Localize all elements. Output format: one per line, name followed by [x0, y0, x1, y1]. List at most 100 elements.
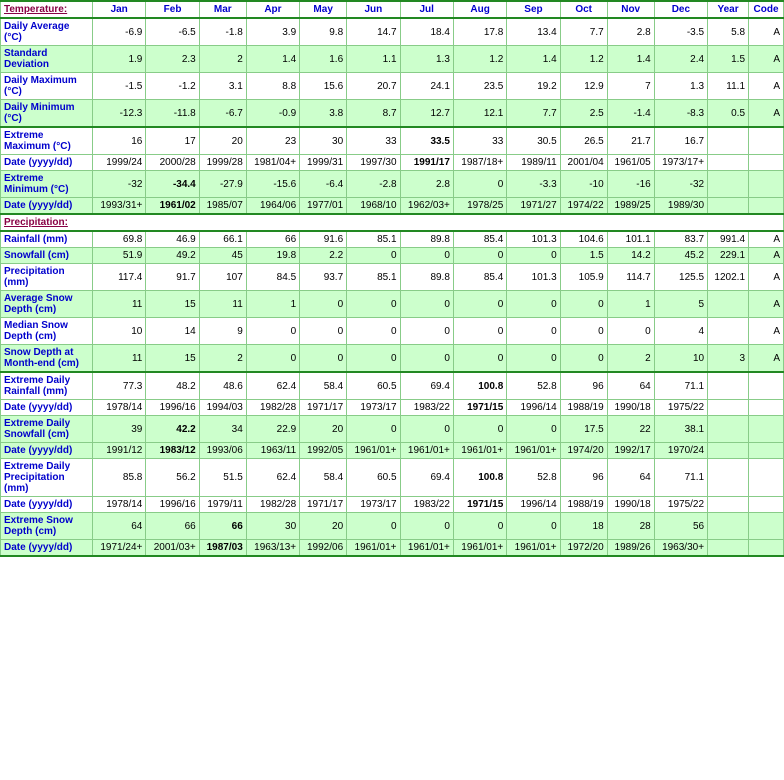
cell: 1999/31: [300, 155, 347, 171]
cell: 1996/16: [146, 400, 199, 416]
cell: 1989/25: [607, 198, 654, 215]
cell: 1964/06: [246, 198, 299, 215]
cell: [708, 400, 749, 416]
col-header-code: Code: [749, 1, 784, 18]
cell: 1993/31+: [93, 198, 146, 215]
cell: -1.5: [93, 73, 146, 100]
cell: [708, 497, 749, 513]
cell: 1974/20: [560, 443, 607, 459]
data-row: Daily Maximum (°C)-1.5-1.23.18.815.620.7…: [1, 73, 784, 100]
cell: [708, 318, 749, 345]
cell: [749, 540, 784, 557]
cell: [749, 443, 784, 459]
data-row: Date (yyyy/dd)1978/141996/161994/031982/…: [1, 400, 784, 416]
cell: 1987/03: [199, 540, 246, 557]
cell: 0: [300, 318, 347, 345]
data-row: Date (yyyy/dd)1993/31+1961/021985/071964…: [1, 198, 784, 215]
row-label: Median Snow Depth (cm): [1, 318, 93, 345]
cell: 1202.1: [708, 264, 749, 291]
cell: 1961/01+: [507, 443, 560, 459]
cell: 101.3: [507, 231, 560, 248]
cell: 33: [453, 127, 506, 155]
cell: [749, 198, 784, 215]
cell: 1978/14: [93, 497, 146, 513]
cell: 20.7: [347, 73, 400, 100]
cell: 1975/22: [654, 497, 707, 513]
cell: 1.3: [654, 73, 707, 100]
cell: 51.5: [199, 459, 246, 497]
data-row: Date (yyyy/dd)1978/141996/161979/111982/…: [1, 497, 784, 513]
cell: 49.2: [146, 248, 199, 264]
cell: 34: [199, 416, 246, 443]
cell: 1989/30: [654, 198, 707, 215]
cell: 1972/20: [560, 540, 607, 557]
cell: 1992/17: [607, 443, 654, 459]
cell: 66: [246, 231, 299, 248]
cell: 1996/14: [507, 497, 560, 513]
row-label: Rainfall (mm): [1, 231, 93, 248]
cell: 18: [560, 513, 607, 540]
cell: 1961/02: [146, 198, 199, 215]
cell: 7.7: [507, 100, 560, 128]
cell: 1983/22: [400, 497, 453, 513]
data-row: Extreme Daily Precipitation (mm)85.856.2…: [1, 459, 784, 497]
cell: 0: [560, 291, 607, 318]
cell: 0: [560, 345, 607, 373]
cell: -1.2: [146, 73, 199, 100]
cell: [749, 155, 784, 171]
row-label: Date (yyyy/dd): [1, 400, 93, 416]
cell: 8.8: [246, 73, 299, 100]
data-row: Extreme Minimum (°C)-32-34.4-27.9-15.6-6…: [1, 171, 784, 198]
cell: 1981/04+: [246, 155, 299, 171]
cell: 1961/01+: [400, 443, 453, 459]
cell: 0: [246, 318, 299, 345]
cell: 1994/03: [199, 400, 246, 416]
cell: 21.7: [607, 127, 654, 155]
cell: 1971/15: [453, 497, 506, 513]
cell: 12.7: [400, 100, 453, 128]
cell: 1971/27: [507, 198, 560, 215]
cell: 45.2: [654, 248, 707, 264]
cell: -15.6: [246, 171, 299, 198]
cell: 1: [607, 291, 654, 318]
cell: 1996/14: [507, 400, 560, 416]
cell: 1996/16: [146, 497, 199, 513]
cell: 117.4: [93, 264, 146, 291]
cell: 0: [507, 345, 560, 373]
cell: 1992/06: [300, 540, 347, 557]
cell: 96: [560, 372, 607, 400]
cell: 30: [246, 513, 299, 540]
cell: 17: [146, 127, 199, 155]
cell: 1.5: [560, 248, 607, 264]
cell: [708, 459, 749, 497]
cell: 10: [654, 345, 707, 373]
cell: 101.1: [607, 231, 654, 248]
cell: 1997/30: [347, 155, 400, 171]
cell: 85.1: [347, 231, 400, 248]
cell: 58.4: [300, 372, 347, 400]
row-label: Extreme Daily Rainfall (mm): [1, 372, 93, 400]
cell: 66: [146, 513, 199, 540]
cell: A: [749, 248, 784, 264]
cell: 1961/01+: [400, 540, 453, 557]
cell: 17.5: [560, 416, 607, 443]
cell: 62.4: [246, 459, 299, 497]
cell: 14.7: [347, 18, 400, 46]
cell: -27.9: [199, 171, 246, 198]
cell: 18.4: [400, 18, 453, 46]
cell: 23: [246, 127, 299, 155]
cell: 11.1: [708, 73, 749, 100]
cell: -8.3: [654, 100, 707, 128]
cell: 85.8: [93, 459, 146, 497]
cell: 1985/07: [199, 198, 246, 215]
temperature-section-header: Temperature:: [1, 1, 93, 18]
cell: 105.9: [560, 264, 607, 291]
cell: -3.3: [507, 171, 560, 198]
cell: 0: [453, 416, 506, 443]
cell: 1961/01+: [507, 540, 560, 557]
cell: 1978/14: [93, 400, 146, 416]
col-header-jul: Jul: [400, 1, 453, 18]
cell: 0: [453, 291, 506, 318]
cell: 5: [654, 291, 707, 318]
row-label: Extreme Minimum (°C): [1, 171, 93, 198]
